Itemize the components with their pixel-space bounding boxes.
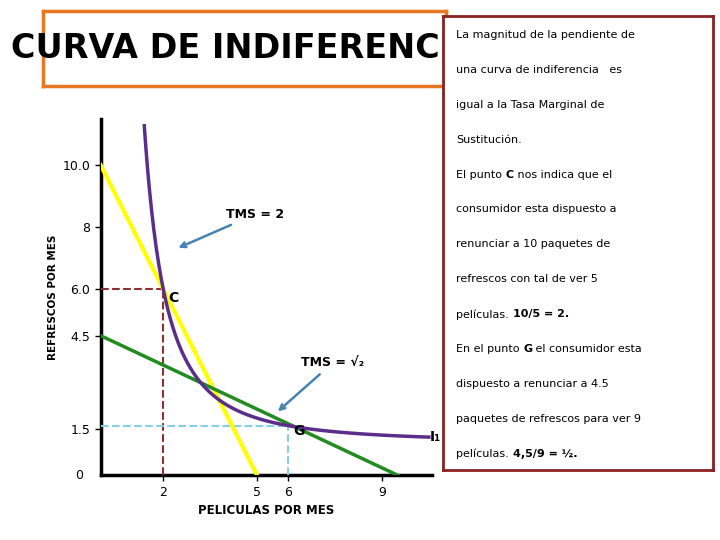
Text: I₁: I₁: [430, 430, 441, 444]
Text: 4,5/9 = ½.: 4,5/9 = ½.: [513, 449, 577, 459]
Text: renunciar a 10 paquetes de: renunciar a 10 paquetes de: [456, 239, 611, 249]
Text: una curva de indiferencia   es: una curva de indiferencia es: [456, 65, 622, 75]
Text: igual a la Tasa Marginal de: igual a la Tasa Marginal de: [456, 100, 605, 110]
Text: 10/5 = 2.: 10/5 = 2.: [513, 309, 569, 319]
Text: La magnitud de la pendiente de: La magnitud de la pendiente de: [456, 30, 635, 40]
Text: 0: 0: [76, 469, 84, 482]
Text: C: C: [168, 291, 179, 305]
Text: dispuesto a renunciar a 4.5: dispuesto a renunciar a 4.5: [456, 379, 609, 389]
Text: G: G: [523, 344, 532, 354]
Text: TMS = √₂: TMS = √₂: [280, 357, 364, 409]
Y-axis label: REFRESCOS POR MES: REFRESCOS POR MES: [48, 234, 58, 360]
Text: películas.: películas.: [456, 449, 513, 460]
Text: El punto: El punto: [456, 170, 505, 179]
Text: el consumidor esta: el consumidor esta: [532, 344, 642, 354]
Text: Sustitución.: Sustitución.: [456, 134, 522, 145]
Text: CURVA DE INDIFERENCIA: CURVA DE INDIFERENCIA: [12, 32, 478, 65]
Text: consumidor esta dispuesto a: consumidor esta dispuesto a: [456, 205, 617, 214]
Text: películas.: películas.: [456, 309, 513, 320]
Text: nos indica que el: nos indica que el: [514, 170, 612, 179]
Text: paquetes de refrescos para ver 9: paquetes de refrescos para ver 9: [456, 414, 642, 424]
Text: En el punto: En el punto: [456, 344, 523, 354]
Text: TMS = 2: TMS = 2: [181, 208, 284, 247]
X-axis label: PELICULAS POR MES: PELICULAS POR MES: [198, 504, 335, 517]
Text: G: G: [293, 424, 305, 438]
Text: refrescos con tal de ver 5: refrescos con tal de ver 5: [456, 274, 598, 284]
Text: C: C: [505, 170, 514, 179]
